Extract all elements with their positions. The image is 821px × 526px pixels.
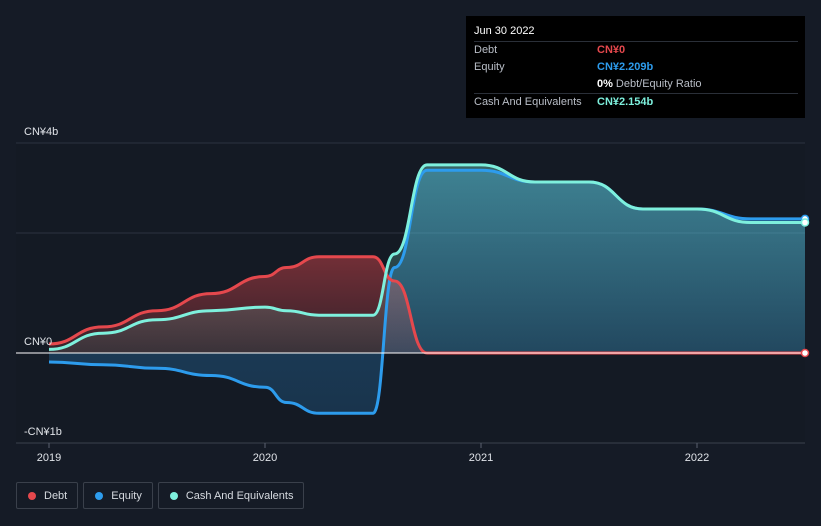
legend: Debt Equity Cash And Equivalents [16,482,305,509]
tooltip-equity-label: Equity [474,61,505,73]
tooltip-ratio-suffix: Debt/Equity Ratio [615,78,702,90]
legend-equity-label: Equity [111,489,142,502]
tooltip-panel: Jun 30 2022 Debt CN¥0 Equity CN¥2.209b 0… [466,16,805,118]
line-cash-and-equivalents [48,163,805,351]
end-markers [800,214,810,358]
x-axis-labels: 2019 2020 2021 2022 [37,443,709,464]
tooltip-ratio-value: 0% [597,78,613,90]
legend-item-debt[interactable]: Debt [16,482,79,509]
x-tick-label: 2020 [253,452,277,464]
tooltip-row-cash: Cash And Equivalents CN¥2.154b [474,93,798,111]
tooltip-cash-value: CN¥2.154b [597,96,654,108]
legend-item-cash[interactable]: Cash And Equivalents [157,482,305,509]
legend-debt-dot-icon [28,491,36,500]
area-cash-and-equivalents [49,164,805,353]
x-tick-label: 2019 [37,452,61,464]
x-tick-label: 2022 [685,452,709,464]
y-axis-labels: CN¥4b CN¥0 -CN¥1b [24,126,62,438]
legend-cash-dot-icon [169,491,178,500]
y-axis-label: CN¥0 [24,336,52,348]
marker-debt [800,348,810,358]
tooltip-row-equity: Equity CN¥2.209b [474,59,798,76]
x-tick-label: 2021 [469,452,493,464]
tooltip-debt-value: CN¥0 [597,44,626,56]
legend-debt-label: Debt [44,489,68,502]
legend-item-equity[interactable]: Equity [83,482,153,509]
legend-equity-dot-icon [95,491,104,500]
tooltip-ratio-label [474,76,597,93]
legend-cash-label: Cash And Equivalents [185,489,294,502]
tooltip-date: Jun 30 2022 [474,25,535,37]
tooltip-row-ratio: 0% Debt/Equity Ratio [474,76,798,93]
tooltip-equity-value: CN¥2.209b [597,61,654,73]
y-axis-label: -CN¥1b [24,426,62,438]
tooltip-cash-label: Cash And Equivalents [474,96,582,108]
tooltip-debt-label: Debt [474,44,498,56]
y-axis-label: CN¥4b [24,126,58,138]
marker-cash-and-equivalents [800,218,810,227]
tooltip-row-debt: Debt CN¥0 [474,41,798,59]
